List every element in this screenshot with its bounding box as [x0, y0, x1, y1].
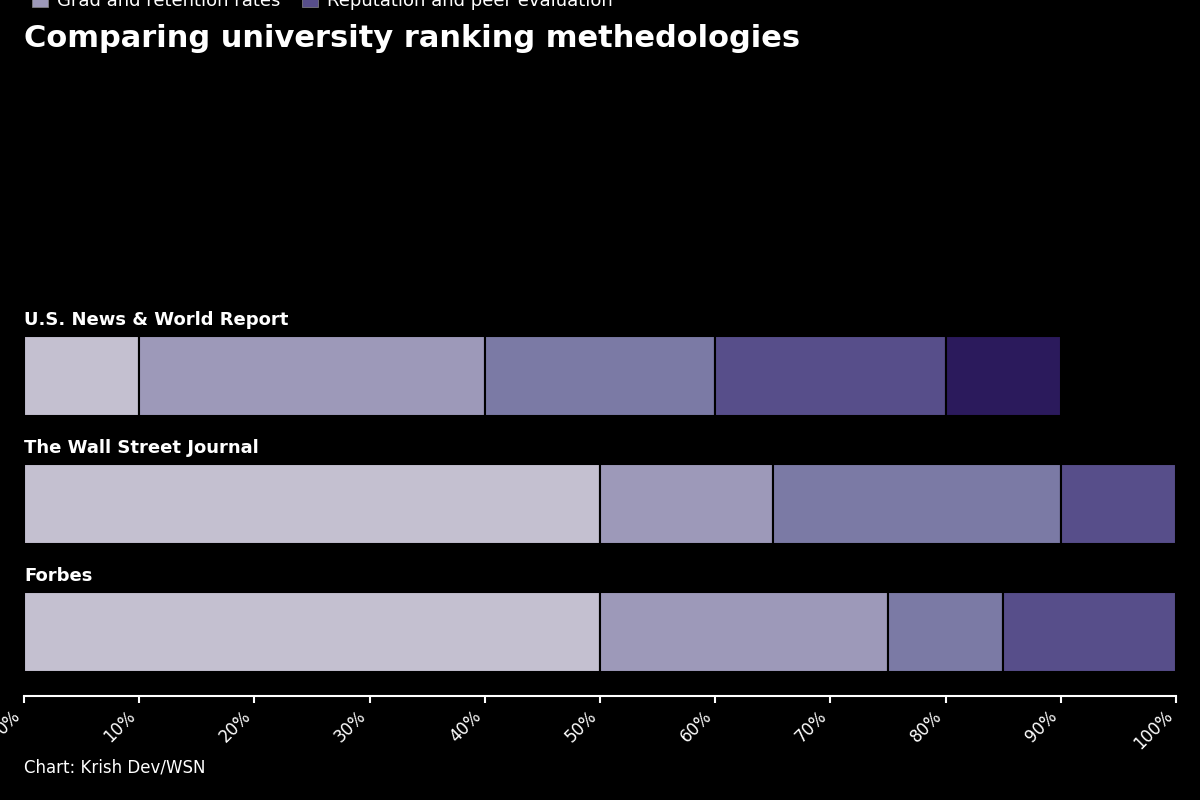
Bar: [1003, 592, 1176, 672]
Bar: [485, 336, 715, 416]
Bar: [600, 464, 773, 544]
Legend: Return on investment, Grad and retention rates, Environment and academic success: Return on investment, Grad and retention…: [32, 0, 934, 10]
Text: Forbes: Forbes: [24, 566, 92, 585]
Bar: [715, 336, 946, 416]
Bar: [1061, 464, 1176, 544]
Text: Comparing university ranking methedologies: Comparing university ranking methedologi…: [24, 24, 800, 53]
Bar: [24, 592, 600, 672]
Bar: [600, 592, 888, 672]
Bar: [888, 592, 1003, 672]
Bar: [946, 336, 1061, 416]
Bar: [24, 336, 139, 416]
Text: The Wall Street Journal: The Wall Street Journal: [24, 438, 259, 457]
Bar: [24, 464, 600, 544]
Text: U.S. News & World Report: U.S. News & World Report: [24, 310, 288, 329]
Bar: [139, 336, 485, 416]
Bar: [773, 464, 1061, 544]
Text: Chart: Krish Dev/WSN: Chart: Krish Dev/WSN: [24, 758, 205, 776]
